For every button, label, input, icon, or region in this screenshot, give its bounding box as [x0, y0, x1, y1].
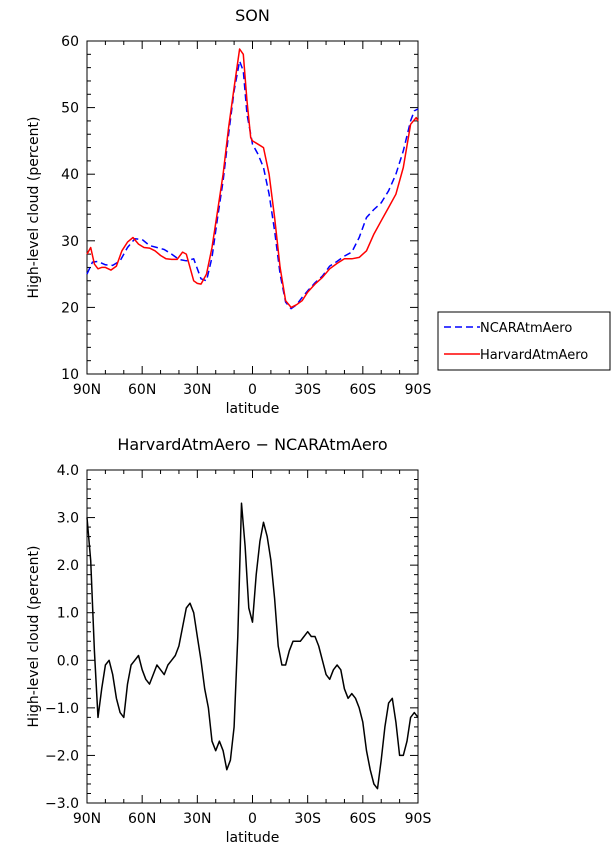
y-tick-label: 50 — [61, 101, 79, 117]
y-tick-label: −1.0 — [45, 701, 79, 717]
x-axis-label: latitude — [226, 830, 280, 846]
y-tick-label: −3.0 — [45, 796, 79, 812]
y-axis-label: High-level cloud (percent) — [26, 117, 42, 299]
x-tick-label: 30N — [183, 382, 211, 398]
y-tick-label: 60 — [61, 34, 79, 50]
x-tick-label: 60S — [349, 382, 376, 398]
x-tick-label: 90N — [73, 382, 101, 398]
x-tick-label: 0 — [248, 811, 257, 827]
x-tick-label: 30S — [294, 382, 321, 398]
y-tick-label: 30 — [61, 234, 79, 250]
x-tick-label: 60N — [128, 382, 156, 398]
series-line-ncaratmaero — [86, 60, 419, 310]
x-tick-label: 30S — [294, 811, 321, 827]
y-tick-label: 3.0 — [57, 511, 79, 527]
x-tick-label: 90S — [405, 811, 432, 827]
legend-box — [437, 311, 611, 371]
chart-panel-2: HarvardAtmAero − NCARAtmAero 90N 60N 30N 0 30… — [26, 435, 431, 846]
legend-label-harvardatmaero: HarvardAtmAero — [480, 348, 588, 363]
series-line-harvardatmaero — [86, 48, 419, 309]
x-tick-label: 90N — [73, 811, 101, 827]
chart-title: SON — [235, 6, 270, 25]
y-axis-label: High-level cloud (percent) — [26, 546, 42, 728]
difference-line — [86, 502, 419, 790]
plot-frame — [86, 40, 419, 375]
y-tick-label: −2.0 — [45, 748, 79, 764]
plot-frame — [86, 469, 419, 804]
legend-label-ncaratmaero: NCARAtmAero — [480, 321, 572, 336]
x-tick-label: 30N — [183, 811, 211, 827]
y-tick-label: 40 — [61, 167, 79, 183]
y-tick-label: 20 — [61, 300, 79, 316]
x-axis-label: latitude — [226, 401, 280, 417]
x-tick-label: 0 — [248, 382, 257, 398]
y-tick-label: 0.0 — [57, 653, 79, 669]
x-tick-label: 60S — [349, 811, 376, 827]
legend: NCARAtmAero HarvardAtmAero — [437, 311, 611, 371]
y-tick-label: 1.0 — [57, 606, 79, 622]
x-tick-label: 60N — [128, 811, 156, 827]
y-tick-label: 2.0 — [57, 558, 79, 574]
x-tick-label: 90S — [405, 382, 432, 398]
y-tick-label: 4.0 — [57, 463, 79, 479]
y-tick-label: 10 — [61, 367, 79, 383]
chart-title: HarvardAtmAero − NCARAtmAero — [117, 435, 387, 454]
chart-panel-1: SON 90N 60N 30N 0 30S 60S 90S 10 20 30 40 50 60 latitu… — [26, 6, 611, 417]
